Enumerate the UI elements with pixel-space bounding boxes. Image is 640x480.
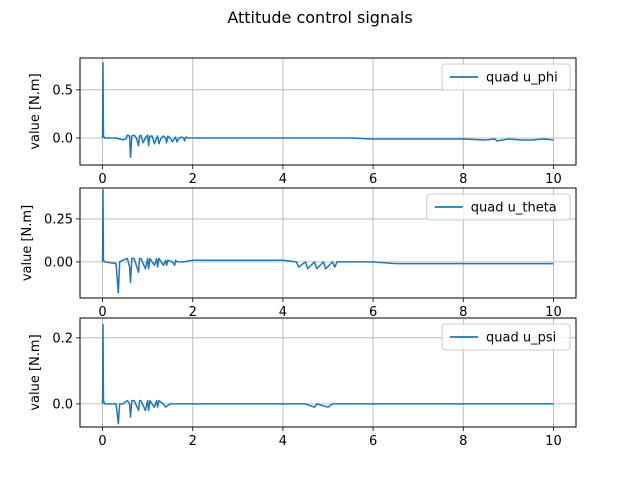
- x-tick-label: 8: [459, 172, 467, 187]
- subplot-2: 0 2 4 6 8 10 0.00 0.25 value [N.m] quad u_theta: [20, 187, 577, 320]
- x-tick-label: 4: [279, 172, 287, 187]
- x-tick-label: 4: [279, 305, 287, 320]
- y-tick-label: 0.5: [52, 83, 73, 98]
- x-tick-label: 2: [189, 434, 197, 449]
- y-axis-label: value [N.m]: [28, 334, 43, 410]
- legend: quad u_phi: [441, 63, 571, 91]
- x-tick-label: 6: [369, 172, 377, 187]
- axes-frame: [79, 57, 577, 166]
- x-tick-label: 8: [459, 434, 467, 449]
- x-tick-label: 0: [98, 172, 106, 187]
- legend-label: quad u_phi: [486, 71, 558, 86]
- y-tick-label: 0.0: [52, 132, 73, 147]
- legend-label: quad u_theta: [471, 201, 557, 216]
- y-tick-label: 0.2: [52, 331, 73, 346]
- x-tick-label: 6: [369, 434, 377, 449]
- series-line: [101, 188, 554, 294]
- x-tick-label: 4: [279, 434, 287, 449]
- subplots: 0 2 4 6 8 10 0.0 0.5 value [N.m] quad u_phi 0 2 4 6 8 1…: [20, 57, 577, 449]
- y-tick-label: 0.25: [44, 212, 73, 227]
- x-tick-label: 8: [459, 305, 467, 320]
- y-tick-label: 0.0: [52, 397, 73, 412]
- series-line: [101, 323, 554, 425]
- legend-box: [441, 323, 571, 351]
- x-tick-label: 10: [545, 305, 562, 320]
- series-line: [101, 62, 554, 159]
- subplot-3: 0 2 4 6 8 10 0.0 0.2 value [N.m] quad u_psi: [28, 317, 577, 449]
- figure-title: Attitude control signals: [227, 8, 412, 27]
- legend-box: [426, 193, 571, 221]
- x-tick-label: 6: [369, 305, 377, 320]
- legend: quad u_theta: [426, 193, 571, 221]
- x-tick-label: 10: [545, 172, 562, 187]
- legend: quad u_psi: [441, 323, 571, 351]
- legend-box: [441, 63, 571, 91]
- x-tick-label: 10: [545, 434, 562, 449]
- axes-frame: [79, 187, 577, 299]
- x-tick-label: 0: [98, 305, 106, 320]
- y-axis-label: value [N.m]: [20, 205, 35, 281]
- y-tick-label: 0.00: [44, 255, 73, 270]
- x-tick-label: 2: [189, 172, 197, 187]
- subplot-1: 0 2 4 6 8 10 0.0 0.5 value [N.m] quad u_phi: [28, 57, 577, 187]
- x-tick-label: 0: [98, 434, 106, 449]
- axes-frame: [79, 317, 577, 428]
- legend-label: quad u_psi: [486, 331, 556, 346]
- y-axis-label: value [N.m]: [28, 73, 43, 149]
- x-tick-label: 2: [189, 305, 197, 320]
